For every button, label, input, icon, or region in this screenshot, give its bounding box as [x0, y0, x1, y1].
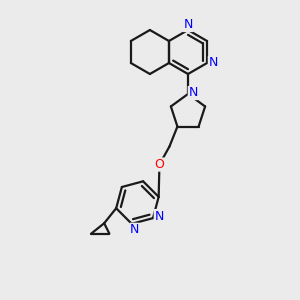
Text: N: N — [188, 86, 198, 100]
Text: N: N — [130, 223, 140, 236]
Text: N: N — [154, 210, 164, 223]
Text: O: O — [154, 158, 164, 171]
Text: N: N — [183, 19, 193, 32]
Text: N: N — [208, 56, 218, 70]
